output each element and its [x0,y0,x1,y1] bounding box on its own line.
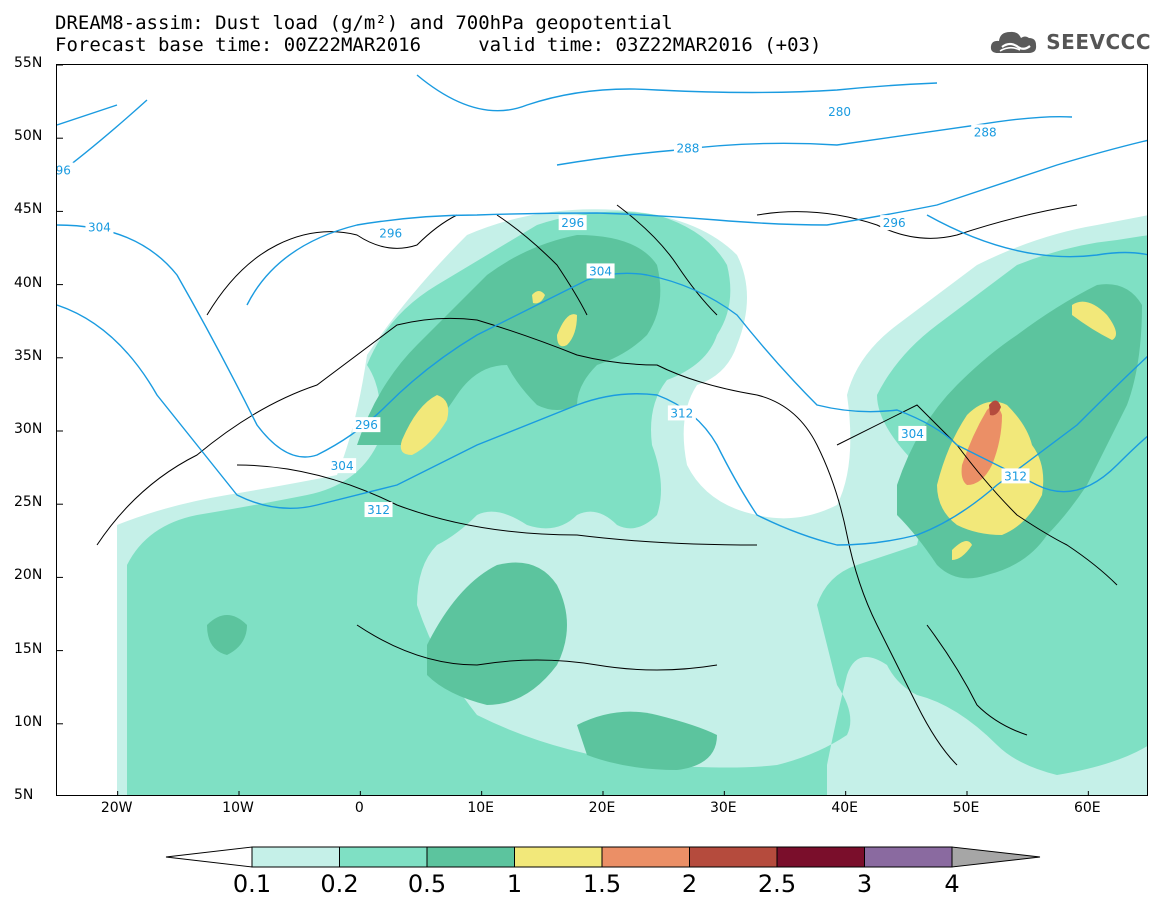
seevccc-logo: SEEVCCC [988,26,1151,58]
legend-swatch [776,846,865,868]
lat-tick-label: 35N [14,347,43,364]
contour-label: 304 [85,219,114,235]
legend-level-label: 1 [506,870,523,898]
lon-tick-label: 10W [222,800,254,816]
contour-label-text: 304 [589,264,612,278]
contour-label-text: 304 [331,459,354,473]
legend-swatch [426,846,515,868]
contour-label: 304 [586,263,615,279]
legend-level-label: 2.5 [757,870,797,898]
contour-label: 296 [558,215,587,231]
dust-map: 280 288 288 296 296 296 296 296 304 304 304 304 312 3… [57,65,1147,795]
legend-colorbar [165,846,1041,868]
legend-swatch [601,846,690,868]
contour-label: 296 [352,417,381,433]
lat-tick-label: 25N [14,494,43,511]
contour-label: 312 [667,405,696,421]
contour-label-text: 280 [828,105,851,119]
lat-tick-label: 50N [14,128,43,145]
contour-label-text: 296 [561,216,584,230]
cloud-icon [991,31,1037,53]
contour-labels: 280 288 288 296 296 296 296 296 304 304 304 304 312 3… [57,103,1030,518]
contour-label: 296 [880,215,909,231]
lon-tick-label: 10E [467,800,494,816]
lon-tick-label: 60E [1073,800,1101,816]
legend-level-label: 4 [944,870,960,898]
legend-level-label: 0.1 [232,870,272,898]
contour-label: 288 [971,124,1000,140]
lon-tick-label: 20E [588,800,616,816]
contour-label: 288 [673,140,702,156]
contour-label-text: 312 [367,503,390,517]
contour-label-text: 296 [379,226,402,240]
map-panel: 280 288 288 296 296 296 296 296 304 304 304 304 312 3… [56,64,1148,796]
lat-tick-label: 5N [14,787,34,803]
contour-label: 296 [57,162,74,178]
legend-level-label: 3 [856,870,873,898]
lat-tick-label: 55N [14,55,43,71]
legend-under-triangle [165,846,253,868]
map-subtitle: Forecast base time: 00Z22MAR2016 valid t… [55,34,822,56]
lon-tick-label: 50E [952,800,980,816]
lat-tick-label: 40N [14,274,43,291]
contour-label: 312 [364,502,393,518]
legend-swatch [514,846,603,868]
legend-swatch [251,846,340,868]
lat-tick-label: 30N [14,421,43,437]
legend-over-triangle [951,846,1041,868]
contour-label: 296 [376,225,405,241]
contour-label-text: 288 [974,125,997,139]
contour-label-text: 312 [1004,469,1027,483]
legend-swatch [864,846,953,868]
legend-level-label: 2 [681,870,698,898]
contour-label-text: 296 [355,418,378,432]
legend-swatch [339,846,428,868]
contour-label-text: 312 [670,406,693,420]
lon-tick-label: 40E [831,800,858,816]
lat-tick-label: 15N [14,640,43,657]
legend-swatch [689,846,778,868]
lon-tick-label: 20W [100,800,133,816]
lon-tick-label: 0 [354,800,364,816]
dust-field-2 [989,400,1001,416]
contour-label-text: 304 [88,221,111,235]
contour-label-text: 296 [57,163,71,177]
geopotential-contours [57,74,1147,546]
contour-label-text: 296 [883,216,906,230]
legend-level-label: 0.2 [320,870,359,898]
map-title: DREAM8-assim: Dust load (g/m²) and 700hP… [55,12,673,34]
contour-label-text: 304 [901,427,924,441]
lat-tick-label: 45N [14,201,43,218]
contour-label-text: 288 [676,141,699,155]
lat-tick-label: 20N [14,567,43,584]
dust-field-1.5 [961,406,1002,485]
contour-label: 304 [898,425,927,441]
logo-text: SEEVCCC [1046,30,1151,54]
legend-level-label: 0.5 [407,870,447,898]
contour-label: 304 [328,458,357,474]
contour-label: 280 [825,103,854,119]
contour-label: 312 [1001,468,1030,484]
lat-tick-label: 10N [14,713,43,730]
legend-level-label: 1.5 [582,870,622,898]
dust-field-0.2 [127,211,1147,795]
lon-tick-label: 30E [709,800,737,816]
